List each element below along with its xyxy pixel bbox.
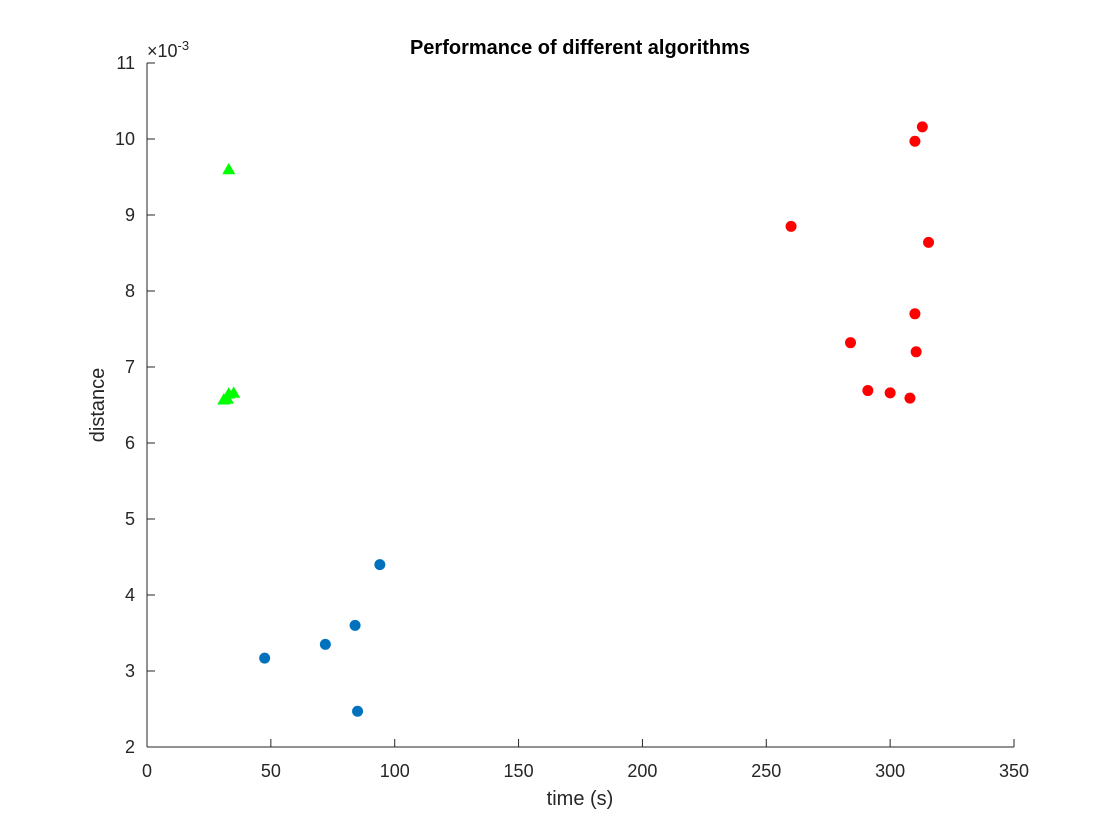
series-1-point (319, 638, 331, 650)
x-tick-label: 50 (261, 761, 281, 781)
x-tick-label: 0 (142, 761, 152, 781)
x-tick-label: 300 (875, 761, 905, 781)
series-3-point (862, 385, 874, 397)
chart-title: Performance of different algorithms (410, 37, 750, 59)
y-tick-label: 5 (125, 509, 135, 529)
y-tick-label: 10 (115, 129, 135, 149)
x-tick-label: 100 (380, 761, 410, 781)
series-3-point (785, 220, 797, 232)
y-ticks: 2 3 4 5 6 7 8 9 10 11 (115, 53, 155, 757)
series-1-point (352, 705, 364, 717)
y-tick-label: 7 (125, 357, 135, 377)
series-3-point (845, 337, 857, 349)
y-tick-label: 9 (125, 205, 135, 225)
series-3-point (904, 392, 916, 404)
series-3-point (909, 308, 921, 320)
y-tick-label: 6 (125, 433, 135, 453)
series-3-point (909, 135, 921, 147)
y-exponent-power: -3 (178, 38, 190, 53)
y-tick-label: 11 (116, 53, 135, 73)
y-tick-label: 8 (125, 281, 135, 301)
x-tick-label: 250 (751, 761, 781, 781)
series-3-point (916, 121, 928, 133)
y-exponent-base: ×10 (147, 41, 178, 61)
y-tick-label: 2 (125, 737, 135, 757)
axes (146, 63, 1014, 748)
y-tick-label: 3 (125, 661, 135, 681)
x-tick-label: 150 (504, 761, 534, 781)
series-2-point (227, 386, 241, 398)
y-axis-label: distance (87, 368, 109, 443)
x-tick-label: 350 (999, 761, 1029, 781)
series-3-point (910, 346, 922, 358)
y-tick-label: 4 (125, 585, 135, 605)
series-3-point (923, 236, 935, 248)
series-2-point (221, 392, 235, 404)
series-1-point (349, 619, 361, 631)
data-points (217, 121, 935, 717)
series-2-point (222, 162, 236, 175)
series-1-point (374, 559, 386, 571)
x-tick-label: 200 (627, 761, 657, 781)
y-exponent-label: ×10-3 (147, 38, 189, 61)
series-3-point (884, 387, 896, 399)
series-1-point (259, 652, 271, 664)
x-ticks: 0 50 100 150 200 250 300 350 (142, 739, 1029, 781)
x-axis-label: time (s) (547, 788, 614, 810)
